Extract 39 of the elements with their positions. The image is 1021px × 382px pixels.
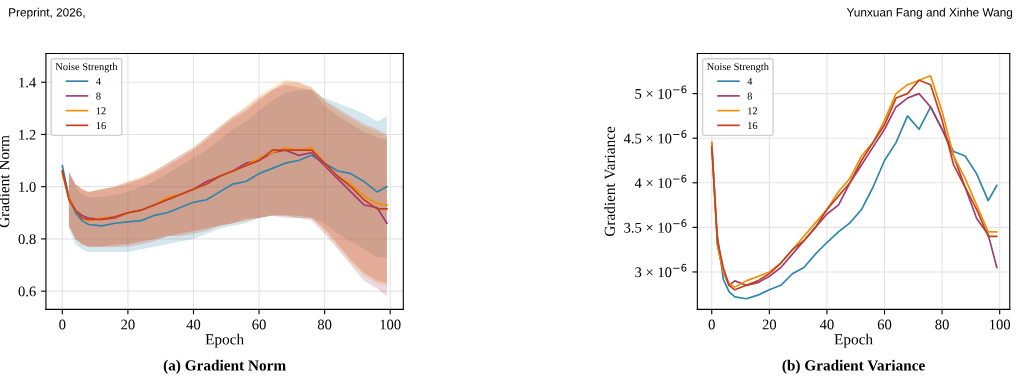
x-tick-label: 80 xyxy=(317,319,332,330)
x-tick-label: 20 xyxy=(121,319,135,330)
y-tick-label: 4.5 × 10$^{−6}$ xyxy=(623,130,687,144)
legend-label: 4 xyxy=(96,77,101,85)
legend-label: 8 xyxy=(747,92,753,100)
legend-label: 4 xyxy=(747,77,753,85)
y-tick-label: 4 × 10$^{−6}$ xyxy=(634,174,687,188)
text: (a) Gradient Norm xyxy=(163,359,286,374)
x-tick-label: 100 xyxy=(990,319,1011,330)
x-axis-title: Epoch xyxy=(834,333,873,348)
x-tick-label: 0 xyxy=(708,319,715,330)
y-tick-label: 5 × 10$^{−6}$ xyxy=(635,85,687,99)
legend-label: 12 xyxy=(96,107,106,115)
y-tick-label: 3 × 10$^{−6}$ xyxy=(635,263,687,278)
legend-label: 16 xyxy=(748,122,758,130)
x-tick-label: 60 xyxy=(252,319,266,330)
x-tick-label: 0 xyxy=(59,319,66,330)
x-tick-label: 40 xyxy=(819,319,834,330)
y-axis-title: Gradient Variance xyxy=(604,126,616,237)
y-tick-label: 0.6 xyxy=(18,286,36,297)
text: (b) Gradient Variance xyxy=(782,359,925,374)
y-tick-label: 1.2 xyxy=(19,129,36,140)
y-tick-label: 1.0 xyxy=(19,182,36,192)
x-tick-label: 40 xyxy=(186,319,201,330)
x-tick-label: 60 xyxy=(877,319,892,330)
legend-label: 8 xyxy=(96,92,101,100)
text: Preprint, 2026, xyxy=(9,7,85,19)
legend-title: Noise Strength xyxy=(55,62,118,73)
x-axis-title: Epoch xyxy=(205,333,244,348)
legend-title: Noise Strength xyxy=(707,62,769,73)
y-tick-label: 0.8 xyxy=(18,234,36,245)
x-tick-label: 100 xyxy=(380,319,401,330)
y-tick-label: 1.4 xyxy=(19,77,36,88)
x-tick-label: 20 xyxy=(762,319,777,330)
legend-label: 12 xyxy=(748,107,758,115)
y-tick-label: 3.5 × 10$^{−6}$ xyxy=(624,219,687,233)
x-tick-label: 80 xyxy=(935,319,949,330)
text: Yunxuan Fang and Xinhe Wang xyxy=(846,7,1013,19)
legend-label: 16 xyxy=(96,122,106,130)
